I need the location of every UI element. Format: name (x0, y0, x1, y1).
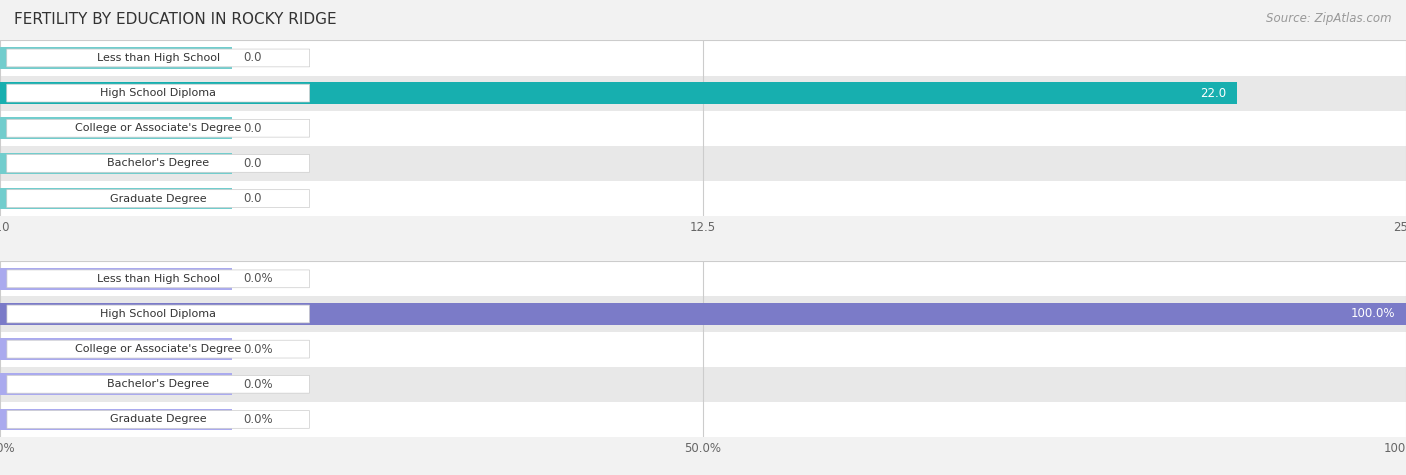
Text: FERTILITY BY EDUCATION IN ROCKY RIDGE: FERTILITY BY EDUCATION IN ROCKY RIDGE (14, 12, 336, 27)
Bar (0, 261, 1406, 296)
Text: High School Diploma: High School Diploma (100, 88, 217, 98)
Bar (0, 181, 1406, 216)
Bar (0, 40, 1406, 76)
Text: 0.0%: 0.0% (243, 342, 273, 356)
FancyBboxPatch shape (7, 154, 309, 172)
Bar (0, 82, 1237, 104)
Text: 22.0: 22.0 (1199, 86, 1226, 100)
Bar (0, 76, 1406, 111)
Text: College or Associate's Degree: College or Associate's Degree (75, 344, 242, 354)
Bar (0, 47, 232, 69)
FancyBboxPatch shape (7, 49, 309, 67)
Bar (0, 117, 232, 139)
Text: High School Diploma: High School Diploma (100, 309, 217, 319)
FancyBboxPatch shape (7, 305, 309, 323)
Bar (0, 268, 232, 290)
Text: 0.0: 0.0 (243, 157, 262, 170)
FancyBboxPatch shape (7, 190, 309, 208)
Bar (0, 188, 232, 209)
FancyBboxPatch shape (7, 84, 309, 102)
Text: 0.0: 0.0 (243, 192, 262, 205)
Text: Graduate Degree: Graduate Degree (110, 414, 207, 425)
Text: 0.0%: 0.0% (243, 413, 273, 426)
FancyBboxPatch shape (7, 375, 309, 393)
Bar (0, 146, 1406, 181)
Bar (0, 332, 1406, 367)
Bar (0, 152, 232, 174)
Text: Less than High School: Less than High School (97, 53, 219, 63)
Text: 0.0: 0.0 (243, 122, 262, 135)
Text: College or Associate's Degree: College or Associate's Degree (75, 123, 242, 133)
Text: 0.0: 0.0 (243, 51, 262, 65)
FancyBboxPatch shape (7, 410, 309, 428)
Text: 100.0%: 100.0% (1350, 307, 1395, 321)
Text: Less than High School: Less than High School (97, 274, 219, 284)
Bar (0, 303, 1406, 325)
Text: Bachelor's Degree: Bachelor's Degree (107, 158, 209, 169)
Text: Graduate Degree: Graduate Degree (110, 193, 207, 204)
Bar (0, 296, 1406, 332)
Text: 0.0%: 0.0% (243, 272, 273, 285)
Bar (0, 338, 232, 360)
Bar (0, 402, 1406, 437)
Text: Source: ZipAtlas.com: Source: ZipAtlas.com (1267, 12, 1392, 25)
Bar (0, 367, 1406, 402)
FancyBboxPatch shape (7, 119, 309, 137)
FancyBboxPatch shape (7, 340, 309, 358)
FancyBboxPatch shape (7, 270, 309, 288)
Text: 0.0%: 0.0% (243, 378, 273, 391)
Bar (0, 111, 1406, 146)
Bar (0, 408, 232, 430)
Text: Bachelor's Degree: Bachelor's Degree (107, 379, 209, 389)
Bar (0, 373, 232, 395)
